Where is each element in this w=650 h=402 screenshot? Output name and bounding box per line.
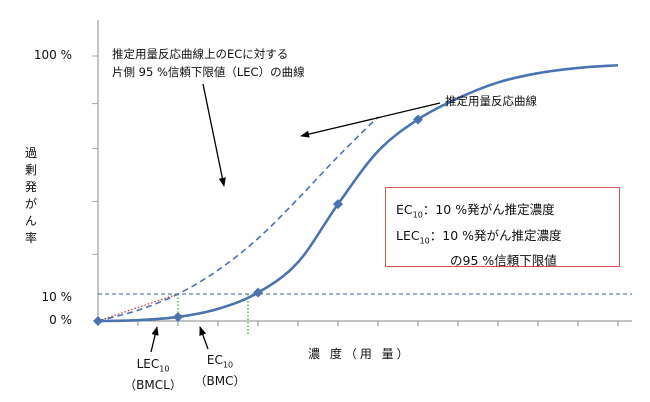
linear-extrapolation-line bbox=[97, 293, 179, 322]
y-axis-label: 過剰発がん率 bbox=[24, 146, 37, 245]
x-axis-label: 濃 度（用 量） bbox=[308, 347, 412, 361]
dose-response-curve-line bbox=[97, 63, 619, 323]
legend-box: EC10：10 %発がん推定濃度 LEC10：10 %発がん推定濃度 の95 %… bbox=[385, 187, 620, 268]
ec10-label: EC10 （BMC） bbox=[194, 353, 246, 389]
arrow-to-lec-curve bbox=[202, 83, 226, 187]
annotation-curve: 推定用量反応曲線 bbox=[445, 94, 537, 108]
arrow-to-dose-response-curve bbox=[300, 102, 441, 138]
axes bbox=[97, 20, 632, 326]
lec-curve-line bbox=[97, 116, 379, 322]
annotation-lec-curve-line2: 片側 95 %信頼下限値（LEC）の曲線 bbox=[112, 65, 305, 79]
y-tick-label-0: 0 % bbox=[49, 313, 72, 327]
data-point-marker bbox=[253, 287, 263, 298]
y-tick-label-100: 100 % bbox=[33, 48, 72, 62]
data-point-marker bbox=[413, 114, 423, 125]
data-point-marker bbox=[173, 311, 183, 322]
annotation-lec-curve-line1: 推定用量反応曲線上のECに対する bbox=[112, 47, 289, 61]
lec10-label: LEC10 （BMCL） bbox=[124, 357, 182, 393]
annotation-arrows bbox=[150, 83, 441, 353]
gridlines bbox=[92, 55, 98, 255]
legend-row-lec10: LEC10：10 %発がん推定濃度 bbox=[396, 227, 562, 246]
arrow-to-ec10 bbox=[199, 326, 209, 350]
legend-row-ec10: EC10：10 %発がん推定濃度 bbox=[396, 202, 555, 220]
legend-row-lec10-cont: の95 %信頼下限値 bbox=[450, 253, 557, 268]
series-layer bbox=[93, 63, 619, 326]
arrow-to-lec10 bbox=[150, 326, 159, 353]
y-tick-label-10: 10 % bbox=[41, 290, 73, 304]
data-point-marker bbox=[333, 199, 343, 210]
